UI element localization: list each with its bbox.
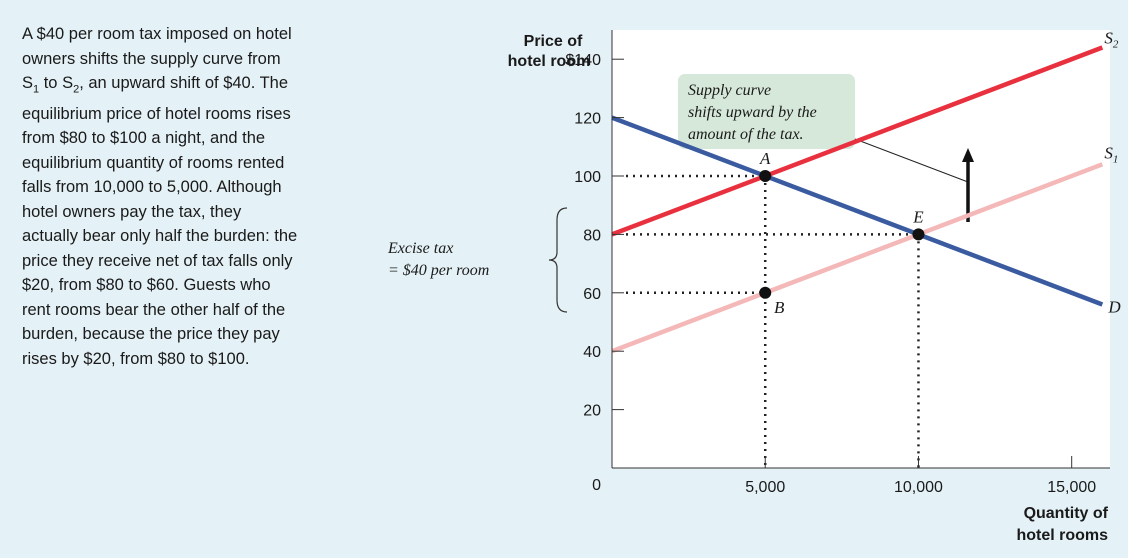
- caption-line: rent rooms bear the other half of the: [22, 300, 286, 319]
- point-label-a: A: [759, 149, 771, 168]
- x-tick-label: 15,000: [1047, 479, 1096, 496]
- shift-arrow: [962, 148, 974, 222]
- caption-line: equilibrium quantity of rooms rented: [22, 153, 285, 172]
- point-b: [759, 286, 772, 299]
- caption-line: rises by $20, from $80 to $100.: [22, 349, 250, 368]
- y-tick-label: 20: [583, 403, 601, 420]
- annotation-line1: Supply curve: [688, 82, 771, 99]
- caption-line: burden, because the price they pay: [22, 325, 280, 344]
- point-label-e: E: [912, 207, 924, 226]
- point-a: [759, 170, 772, 182]
- curve-d: [611, 115, 1104, 307]
- excise-tax-label: Excise tax = $40 per room: [388, 240, 490, 279]
- y-tick-label: 0: [592, 477, 601, 494]
- caption-line: actually bear only half the burden: the: [22, 227, 298, 246]
- y-tick-label: 40: [583, 344, 601, 361]
- caption-line: owners shifts the supply curve from: [22, 49, 281, 68]
- s2-curve-label: S2: [1104, 29, 1119, 51]
- y-tick-label: 120: [574, 111, 601, 128]
- y-axis-title-line2: hotel room: [508, 53, 591, 70]
- curve-s2: [611, 45, 1104, 237]
- caption-line: from $80 to $100 a night, and the: [22, 129, 266, 148]
- caption-line: price they receive net of tax falls only: [22, 251, 293, 270]
- caption-line: S1 to S2, an upward shift of $40. The: [22, 74, 289, 96]
- x-axis-title-line1: Quantity of: [1024, 505, 1109, 522]
- annotation-box: Supply curve shifts upward by the amount…: [678, 74, 855, 149]
- annotation-background: [678, 74, 855, 149]
- y-axis-title-line1: Price of: [524, 33, 583, 50]
- x-axis-title-line2: hotel rooms: [1016, 527, 1108, 544]
- caption-line: falls from 10,000 to 5,000. Although: [22, 178, 282, 197]
- caption-line: $20, from $80 to $60. Guests who: [22, 276, 271, 295]
- annotation-line3: amount of the tax.: [688, 126, 804, 143]
- point-e: [912, 228, 925, 241]
- y-tick-label: 60: [583, 286, 601, 303]
- s1-curve-label: S1: [1104, 143, 1118, 165]
- caption-line: equilibrium price of hotel rooms rises: [22, 104, 291, 123]
- y-tick-label: 100: [574, 169, 601, 186]
- excise-tax-brace: [548, 207, 568, 313]
- y-tick-label: 80: [583, 227, 601, 244]
- annotation-line2: shifts upward by the: [688, 104, 817, 121]
- caption-line: A $40 per room tax imposed on hotel: [22, 25, 292, 43]
- annotation-leader-line: [854, 138, 969, 183]
- curve-s1: [611, 162, 1104, 354]
- point-label-b: B: [774, 298, 785, 317]
- x-tick-label: 5,000: [745, 479, 785, 496]
- demand-curve-label: D: [1107, 297, 1121, 316]
- caption-text: A $40 per room tax imposed on hotel owne…: [22, 22, 357, 371]
- x-tick-label: 10,000: [894, 479, 943, 496]
- y-tick-label: $140: [565, 52, 601, 69]
- caption-line: hotel owners pay the tax, they: [22, 202, 242, 221]
